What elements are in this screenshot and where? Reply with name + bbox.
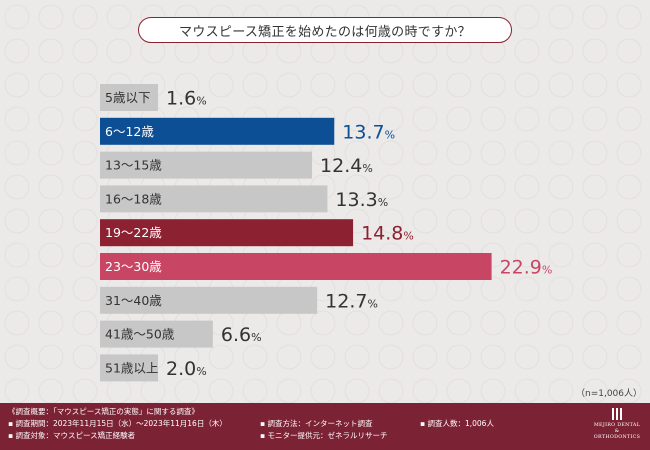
value-label: 6.6% <box>221 324 262 346</box>
category-label: 13～15歳 <box>105 158 162 173</box>
value-label: 2.0% <box>166 358 207 380</box>
value-label: 22.9% <box>500 257 553 279</box>
survey-count: ▪ 調査人数：1,006人 <box>420 419 494 428</box>
value-label: 1.6% <box>166 88 207 110</box>
survey-period: ▪ 調査期間：2023年11月15日（水）～2023年11月16日（木） <box>8 419 227 428</box>
logo-text-line2: & ORTHODONTICS <box>593 429 641 440</box>
category-label: 23～30歳 <box>105 259 162 274</box>
logo-text-line1: MEJIRO DENTAL <box>593 423 641 428</box>
bar-2 <box>100 151 313 179</box>
survey-heading: 《調査概要：「マウスピース矯正の実態」に関する調査》 <box>8 407 199 416</box>
survey-target: ▪ 調査対象：マウスピース矯正経験者 <box>8 431 136 440</box>
category-label: 51歳以上 <box>105 360 158 375</box>
bar-chart: 5歳以下 1.6% 6～12歳 13.7% 13～15歳 12.4% 16～18歳 13.3%… <box>100 84 553 382</box>
sample-size: （n=1,006人） <box>575 389 642 399</box>
bar-1 <box>100 117 335 145</box>
value-label: 12.4% <box>320 155 373 177</box>
survey-footer: 《調査概要：「マウスピース矯正の実態」に関する調査》 ▪ 調査期間：2023年1… <box>0 403 650 450</box>
logo-mark-icon <box>592 408 642 420</box>
category-label: 5歳以下 <box>105 90 150 105</box>
survey-method: ▪ 調査方法：インターネット調査 <box>260 419 373 428</box>
bar-3 <box>100 185 328 213</box>
value-label: 12.7% <box>325 290 378 312</box>
survey-provider: ▪ モニター提供元：ゼネラルリサーチ <box>260 431 388 440</box>
bar-6 <box>100 286 318 314</box>
category-label: 16～18歳 <box>105 191 162 206</box>
clinic-logo: MEJIRO DENTAL & ORTHODONTICS <box>592 406 642 446</box>
value-label: 14.8% <box>361 223 414 245</box>
category-label: 31～40歳 <box>105 293 162 308</box>
category-label: 19～22歳 <box>105 225 162 240</box>
bar-7 <box>100 320 213 348</box>
bar-0 <box>100 84 158 111</box>
value-label: 13.7% <box>342 121 395 143</box>
bar-4 <box>100 219 354 247</box>
bar-8 <box>100 354 158 382</box>
bar-5 <box>100 253 492 280</box>
value-label: 13.3% <box>335 189 388 211</box>
chart-title: マウスピース矯正を始めたのは何歳の時ですか？ <box>138 17 512 43</box>
category-label: 6～12歳 <box>105 124 154 139</box>
category-label: 41歳～50歳 <box>105 327 175 342</box>
